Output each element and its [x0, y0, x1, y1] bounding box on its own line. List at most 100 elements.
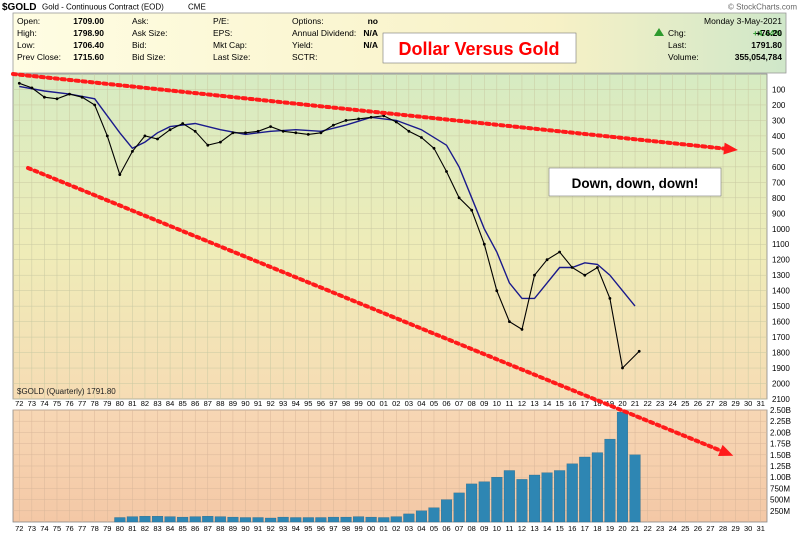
- price-point: [495, 289, 499, 293]
- volume-bar: [177, 516, 189, 523]
- up-arrow-icon: [654, 28, 664, 36]
- x-tick-label: 80: [116, 524, 124, 533]
- stat-label: Mkt Cap:: [213, 40, 247, 50]
- price-point: [193, 129, 197, 133]
- volume-bar: [353, 516, 365, 523]
- instrument-name: Gold - Continuous Contract (EOD): [42, 3, 164, 12]
- volume-bar: [114, 517, 126, 523]
- volume-bar: [503, 470, 515, 523]
- x-tick-label: 24: [669, 524, 677, 533]
- volume-bar: [629, 454, 641, 523]
- x-tick-label: 13: [530, 399, 538, 408]
- trendline-arrowhead: [718, 444, 734, 457]
- stat-value: 1715.60: [73, 52, 104, 62]
- x-tick-label: 11: [505, 399, 513, 408]
- volume-y-axis: 250M 500M 750M 1.00B 1.25B 1.50B 1.75B 2.00B 2.2…: [770, 406, 791, 516]
- price-panel: [12, 73, 768, 400]
- callout-box: [548, 167, 722, 197]
- price-point: [80, 95, 84, 99]
- x-tick-label: 94: [292, 524, 300, 533]
- price-point: [43, 95, 46, 99]
- volume-bar: [541, 472, 553, 523]
- stat-label: Yield:: [292, 40, 313, 50]
- price-point: [319, 131, 323, 135]
- price-point: [520, 328, 524, 331]
- volume-bar: [491, 477, 503, 523]
- volume-bar: [428, 507, 440, 523]
- x-tick-label: 89: [229, 524, 237, 533]
- y-tick-label: 900: [772, 209, 786, 218]
- x-tick-label: 05: [430, 524, 438, 533]
- price-point: [256, 129, 260, 133]
- x-tick-label: 12: [518, 399, 526, 408]
- x-tick-label: 83: [153, 524, 161, 533]
- stat-value: 355,054,784: [735, 52, 783, 62]
- x-tick-label: 20: [618, 524, 626, 533]
- x-tick-label: 96: [317, 524, 325, 533]
- volume-bar: [340, 516, 352, 523]
- stat-label: Annual Dividend:: [292, 28, 356, 38]
- x-tick-label: 91: [254, 524, 262, 533]
- x-tick-label: 15: [555, 399, 563, 408]
- x-tick-label: 75: [53, 399, 61, 408]
- y-tick-label: 1600: [772, 318, 790, 327]
- trendline-arrowhead: [723, 142, 738, 155]
- price-point: [181, 122, 185, 125]
- x-tick-label: 74: [40, 524, 48, 533]
- stat-value: no: [368, 16, 378, 26]
- price-point: [394, 120, 398, 124]
- price-point: [231, 131, 235, 135]
- y-tick-label: 1900: [772, 364, 790, 373]
- x-tick-label: 19: [606, 399, 614, 408]
- x-tick-label: 18: [593, 524, 601, 533]
- x-tick-label: 29: [731, 399, 739, 408]
- price-point: [219, 140, 222, 144]
- volume-bar: [189, 516, 201, 523]
- x-tick-label: 09: [480, 399, 488, 408]
- x-tick-label: 19: [606, 524, 614, 533]
- x-tick-label: 85: [178, 399, 186, 408]
- price-point: [281, 129, 285, 133]
- y-tick-label: 1.25B: [770, 462, 791, 471]
- x-tick-label: 94: [292, 399, 300, 408]
- volume-bar: [591, 452, 603, 523]
- x-tick-label: 99: [354, 399, 362, 408]
- x-tick-label: 25: [681, 524, 689, 533]
- title-box: [382, 32, 577, 64]
- price-point: [244, 131, 247, 135]
- price-point: [17, 81, 21, 85]
- x-tick-label: 89: [229, 399, 237, 408]
- stat-value: N/A: [363, 40, 378, 50]
- volume-bar: [566, 463, 578, 523]
- y-tick-label: 500: [772, 147, 786, 156]
- x-tick-label: 78: [91, 399, 99, 408]
- x-tick-label: 20: [618, 399, 626, 408]
- volume-bar: [152, 516, 164, 523]
- date-label: Monday 3-May-2021: [704, 16, 782, 26]
- price-point: [131, 150, 134, 153]
- x-tick-label: 17: [581, 399, 589, 408]
- y-tick-label: 1.00B: [770, 473, 791, 482]
- x-tick-label: 87: [204, 524, 212, 533]
- volume-bar: [277, 516, 289, 523]
- x-tick-label: 31: [757, 399, 765, 408]
- stat-label: EPS:: [213, 28, 232, 38]
- moving-average-line: [19, 85, 636, 307]
- x-tick-label: 22: [643, 399, 651, 408]
- price-point: [118, 173, 122, 177]
- x-tick-label: 03: [405, 399, 413, 408]
- stat-label: P/E:: [213, 16, 229, 26]
- x-tick-label: 23: [656, 524, 664, 533]
- price-point: [369, 115, 373, 119]
- y-tick-label: 1700: [772, 333, 790, 342]
- x-tick-label: 87: [204, 399, 212, 408]
- volume-bar: [126, 516, 138, 523]
- price-point: [332, 123, 335, 127]
- x-tick-label: 24: [669, 399, 677, 408]
- x-tick-label: 08: [468, 399, 476, 408]
- price-point: [344, 119, 348, 122]
- x-tick-label: 15: [555, 524, 563, 533]
- price-point: [68, 92, 71, 96]
- y-tick-label: 1800: [772, 349, 790, 358]
- x-tick-label: 00: [367, 399, 375, 408]
